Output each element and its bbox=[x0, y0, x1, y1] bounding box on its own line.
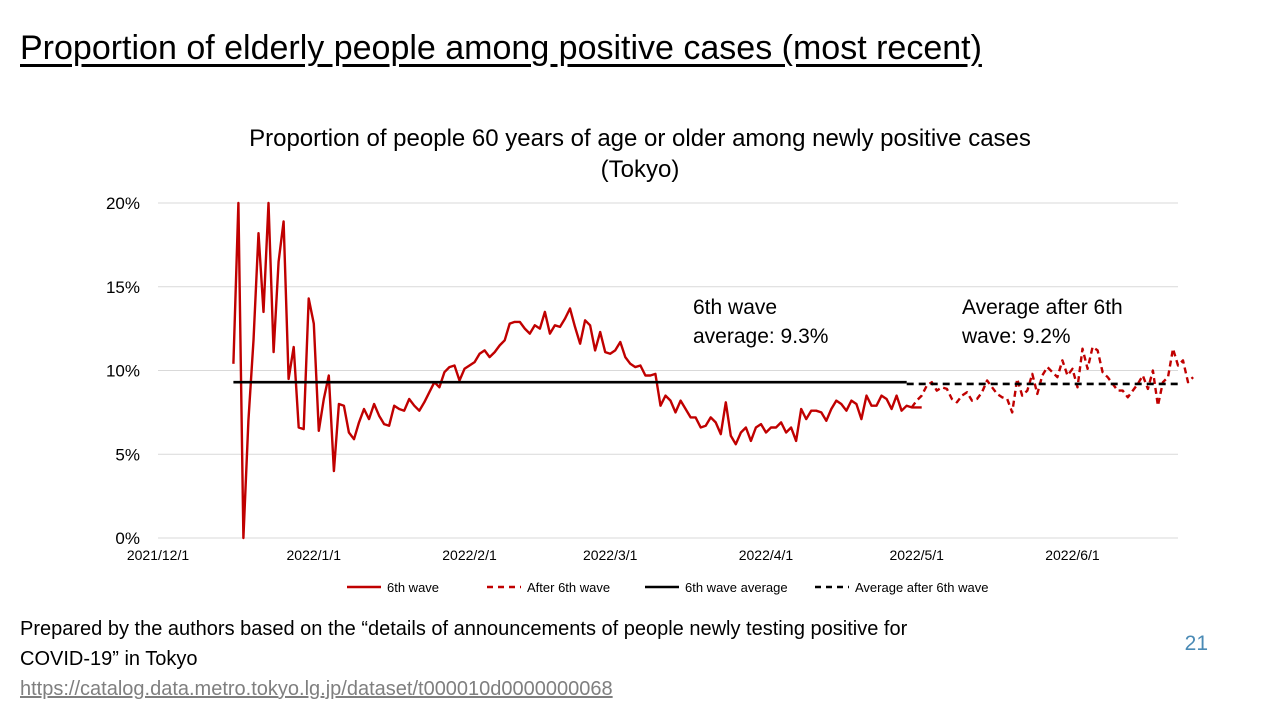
x-tick-label: 2022/6/1 bbox=[1045, 547, 1100, 563]
x-tick-label: 2022/1/1 bbox=[287, 547, 342, 563]
slide-title: Proportion of elderly people among posit… bbox=[20, 29, 982, 67]
legend: 6th wave After 6th wave 6th wave average Av… bbox=[347, 580, 988, 595]
x-axis-ticks: 2021/12/1 2022/1/1 2022/2/1 2022/3/1 2022/4/… bbox=[127, 547, 1100, 563]
x-tick-label: 2022/5/1 bbox=[889, 547, 944, 563]
source-note: Prepared by the authors based on the “de… bbox=[20, 614, 907, 704]
gridlines bbox=[158, 202, 1178, 539]
chart-title-line2: (Tokyo) bbox=[600, 156, 680, 183]
x-tick-label: 2022/3/1 bbox=[583, 547, 638, 563]
page-number: 21 bbox=[1184, 632, 1208, 655]
chart-title: Proportion of people 60 years of age or … bbox=[160, 123, 1120, 185]
wave6-average-annotation: 6th wave average: 9.3% bbox=[693, 293, 828, 351]
source-line1: Prepared by the authors based on the “de… bbox=[20, 618, 908, 640]
y-tick-label: 20% bbox=[106, 194, 140, 213]
y-tick-label: 15% bbox=[106, 278, 140, 297]
wave6-average-annotation-line2: average: 9.3% bbox=[693, 325, 829, 348]
x-tick-label: 2022/4/1 bbox=[739, 547, 794, 563]
y-tick-label: 0% bbox=[115, 529, 140, 548]
legend-label: Average after 6th wave bbox=[855, 580, 988, 595]
source-url-link[interactable]: https://catalog.data.metro.tokyo.lg.jp/d… bbox=[20, 678, 613, 700]
source-line2: COVID-19” in Tokyo bbox=[20, 648, 198, 670]
legend-label: 6th wave average bbox=[685, 580, 788, 595]
after-average-annotation-line1: Average after 6th bbox=[962, 296, 1123, 319]
chart-title-line1: Proportion of people 60 years of age or … bbox=[249, 125, 1031, 152]
x-tick-label: 2022/2/1 bbox=[442, 547, 497, 563]
x-tick-label: 2021/12/1 bbox=[127, 547, 189, 563]
legend-label: After 6th wave bbox=[527, 580, 610, 595]
series-lines bbox=[232, 201, 1194, 540]
legend-label: 6th wave bbox=[387, 580, 439, 595]
y-tick-label: 5% bbox=[115, 445, 140, 464]
y-axis-ticks: 0% 5% 10% 15% 20% bbox=[106, 194, 140, 548]
series-line-6th-wave bbox=[232, 201, 922, 540]
wave6-average-annotation-line1: 6th wave bbox=[693, 296, 778, 319]
series-line-after-6th-wave bbox=[910, 345, 1194, 414]
after-average-annotation: Average after 6th wave: 9.2% bbox=[962, 293, 1123, 351]
y-tick-label: 10% bbox=[106, 362, 140, 381]
after-average-annotation-line2: wave: 9.2% bbox=[962, 325, 1071, 348]
